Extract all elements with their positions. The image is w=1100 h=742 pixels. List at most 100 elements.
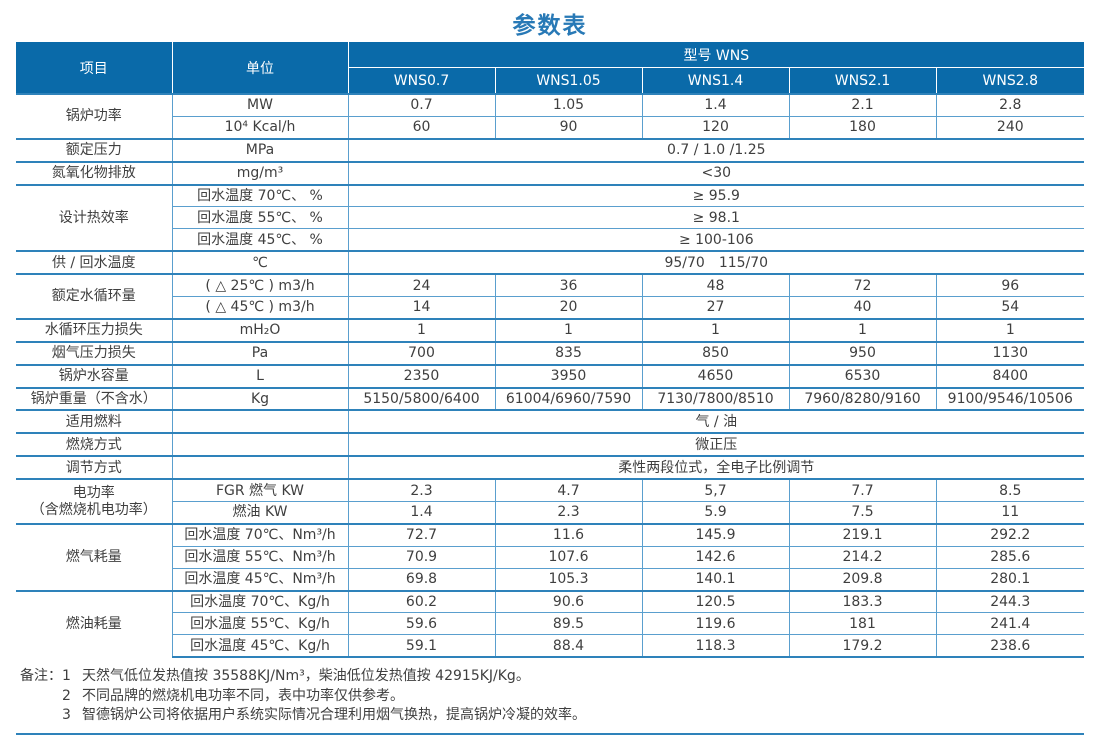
note-number: 1: [62, 668, 71, 685]
value-cell: 72.7: [347, 522, 495, 547]
unit-cell: 回水温度 70℃、 %: [171, 183, 348, 207]
value-cell: 88.4: [494, 634, 642, 659]
col-header-item: 项目: [16, 42, 172, 94]
table-row: 燃油耗量 回水温度 70℃、Kg/h 60.2 90.6 120.5 183.3…: [16, 589, 1085, 658]
table-row: 烟气压力损失 Pa 700 835 850 950 1130: [16, 340, 1085, 365]
span-value-cell: 95/70 115/70: [347, 250, 1085, 275]
row-label: 锅炉水容量: [16, 363, 172, 388]
value-cell: 60.2: [347, 589, 495, 613]
table-row: 适用燃料 气 / 油: [16, 409, 1085, 434]
unit-cell: mg/m³: [171, 160, 348, 185]
value-cell: 11: [935, 501, 1085, 524]
value-cell: 120.5: [641, 589, 789, 613]
value-cell: 241.4: [935, 612, 1085, 635]
value-cell: 238.6: [935, 634, 1085, 659]
value-cell: 2.3: [347, 478, 495, 502]
value-cell: 285.6: [935, 545, 1085, 569]
value-cell: 118.3: [641, 634, 789, 659]
unit-cell: [171, 409, 348, 434]
table-row: 锅炉功率 MW 0.7 1.05 1.4 2.1 2.8: [16, 92, 1085, 139]
col-header-model-group: 型号 WNS: [347, 42, 1085, 68]
row-label: 设计热效率: [16, 183, 172, 252]
value-cell: 142.6: [641, 545, 789, 569]
unit-cell: Pa: [171, 340, 348, 365]
value-cell: 8400: [935, 363, 1085, 388]
value-cell: 1.05: [494, 92, 642, 117]
value-cell: 11.6: [494, 522, 642, 547]
value-cell: 1.4: [641, 92, 789, 117]
value-cell: 54: [935, 296, 1085, 319]
note-line: 2 不同品牌的燃烧机电功率不同，表中功率仅供参考。: [62, 687, 586, 706]
table-row: 10⁴ Kcal/h 60 90 120 180 240: [16, 115, 1085, 139]
unit-cell: 回水温度 70℃、Kg/h: [171, 589, 348, 613]
unit-cell: 回水温度 55℃、 %: [171, 206, 348, 229]
value-cell: 219.1: [788, 522, 936, 547]
row-label: 烟气压力损失: [16, 340, 172, 365]
row-label: 水循环压力损失: [16, 317, 172, 342]
value-cell: 120: [641, 115, 789, 139]
span-value-cell: ≥ 95.9: [347, 183, 1085, 207]
row-label-line: 电功率: [72, 484, 115, 501]
value-cell: 70.9: [347, 545, 495, 569]
unit-cell: 回水温度 70℃、Nm³/h: [171, 522, 348, 547]
row-label: 锅炉重量（不含水）: [16, 386, 172, 411]
value-cell: 27: [641, 296, 789, 319]
col-header-unit: 单位: [171, 42, 348, 94]
notes-prefix: 备注：: [20, 668, 62, 685]
header-row-1: 项目 单位 型号 WNS: [16, 42, 1085, 94]
unit-cell: mH₂O: [171, 317, 348, 342]
value-cell: 179.2: [788, 634, 936, 659]
value-cell: 8.5: [935, 478, 1085, 502]
value-cell: 105.3: [494, 567, 642, 591]
value-cell: 14: [347, 296, 495, 319]
value-cell: 2.8: [935, 92, 1085, 117]
unit-cell: [171, 455, 348, 480]
value-cell: 244.3: [935, 589, 1085, 613]
table-row: 回水温度 45℃、Nm³/h 69.8 105.3 140.1 209.8 28…: [16, 567, 1085, 591]
value-cell: 5150/5800/6400: [347, 386, 495, 411]
value-cell: 89.5: [494, 612, 642, 635]
value-cell: 5,7: [641, 478, 789, 502]
value-cell: 183.3: [788, 589, 936, 613]
table-row: 供 / 回水温度 ℃ 95/70 115/70: [16, 250, 1085, 275]
row-label: 调节方式: [16, 455, 172, 480]
value-cell: 1: [641, 317, 789, 342]
value-cell: 4650: [641, 363, 789, 388]
note-line: 3 智德锅炉公司将依据用户系统实际情况合理利用烟气换热，提高锅炉冷凝的效率。: [62, 706, 586, 725]
unit-cell: [171, 432, 348, 457]
table-row: 设计热效率 回水温度 70℃、 % ≥ 95.9: [16, 183, 1085, 252]
value-cell: 40: [788, 296, 936, 319]
table-row: 额定压力 MPa 0.7 / 1.0 /1.25: [16, 137, 1085, 162]
value-cell: 61004/6960/7590: [494, 386, 642, 411]
value-cell: 24: [347, 273, 495, 297]
value-cell: 292.2: [935, 522, 1085, 547]
table-row: 回水温度 55℃、 % ≥ 98.1: [16, 206, 1085, 229]
value-cell: 835: [494, 340, 642, 365]
unit-cell: 燃油 KW: [171, 501, 348, 524]
note-text: 智德锅炉公司将依据用户系统实际情况合理利用烟气换热，提高锅炉冷凝的效率。: [82, 706, 586, 723]
value-cell: 2350: [347, 363, 495, 388]
notes: 备注： 1 天然气低位发热值按 35588KJ/Nm³，柴油低位发热值按 429…: [20, 667, 1100, 725]
value-cell: 4.7: [494, 478, 642, 502]
table-row: 电功率 （含燃烧机电功率） FGR 燃气 KW 2.3 4.7 5,7 7.7 …: [16, 478, 1085, 524]
table-row: 额定水循环量 ( △ 25℃ ) m3/h 24 36 48 72 96: [16, 273, 1085, 319]
table-row: 锅炉重量（不含水） Kg 5150/5800/6400 61004/6960/7…: [16, 386, 1085, 411]
note-number: 3: [62, 706, 71, 723]
page-title: 参数表: [512, 13, 588, 39]
unit-cell: 回水温度 45℃、Kg/h: [171, 634, 348, 659]
value-cell: 2.3: [494, 501, 642, 524]
value-cell: 48: [641, 273, 789, 297]
value-cell: 950: [788, 340, 936, 365]
unit-cell: L: [171, 363, 348, 388]
value-cell: 36: [494, 273, 642, 297]
value-cell: 60: [347, 115, 495, 139]
row-label: 额定水循环量: [16, 273, 172, 319]
span-value-cell: 0.7 / 1.0 /1.25: [347, 137, 1085, 162]
value-cell: 107.6: [494, 545, 642, 569]
row-label: 锅炉功率: [16, 93, 172, 139]
unit-cell: 回水温度 55℃、Nm³/h: [171, 545, 348, 569]
note-text: 不同品牌的燃烧机电功率不同，表中功率仅供参考。: [82, 687, 404, 704]
span-value-cell: ≥ 98.1: [347, 206, 1085, 229]
table-row: 燃气耗量 回水温度 70℃、Nm³/h 72.7 11.6 145.9 219.…: [16, 522, 1085, 591]
row-label: 电功率 （含燃烧机电功率）: [16, 478, 172, 524]
